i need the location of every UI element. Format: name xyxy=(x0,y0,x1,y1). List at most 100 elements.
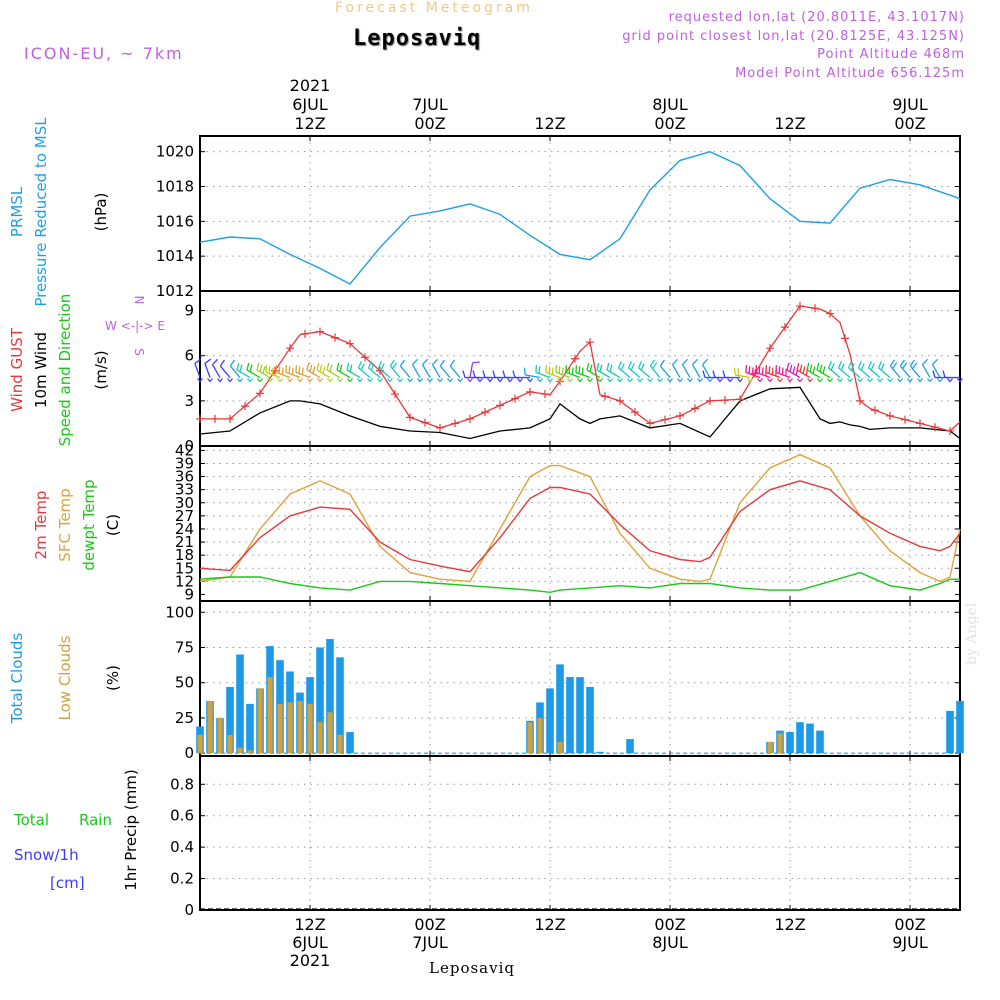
wind-barb-head xyxy=(697,378,703,383)
wind-barb-head xyxy=(477,378,483,383)
wind-barb-feather xyxy=(899,359,905,367)
wind-barb-head xyxy=(627,378,633,383)
wind-barb-feather xyxy=(796,362,800,371)
wind-barb xyxy=(256,362,273,383)
wind-barb xyxy=(411,358,423,383)
gust-marker xyxy=(691,404,699,413)
top-date-label: 7JUL xyxy=(412,95,448,114)
wind-barb-head xyxy=(447,378,453,383)
wind-barb-head xyxy=(687,378,693,383)
wind-barb-shaft xyxy=(326,369,341,379)
gust-marker xyxy=(496,401,504,410)
wind-barb-head xyxy=(607,378,613,383)
wind-barb-head xyxy=(527,378,533,383)
bottom-time-label: 00Z xyxy=(654,915,685,934)
wind-barb-shaft xyxy=(236,369,251,379)
wind-barb-head xyxy=(747,378,753,383)
wind-barb-feather xyxy=(586,362,590,371)
wind-barb-shaft xyxy=(889,365,901,378)
wind-barb-feather xyxy=(909,359,915,367)
wind-barb-head xyxy=(207,378,213,383)
wind-barb-feather xyxy=(339,364,343,372)
total-cloud-bar xyxy=(226,686,234,754)
wind-barb-head xyxy=(707,378,713,383)
wind-barb-shaft xyxy=(336,369,351,379)
wind-barb-feather xyxy=(392,362,398,370)
wind-barb-head xyxy=(467,378,473,383)
wind-barb xyxy=(555,365,573,383)
wind-barb-feather xyxy=(492,370,496,378)
wind-barb-feather xyxy=(827,360,833,369)
wind-barb-head xyxy=(737,378,743,383)
wind-barb-head xyxy=(347,378,353,383)
gust-marker xyxy=(541,390,549,399)
wind-barb-feather xyxy=(620,363,625,371)
gust-marker xyxy=(196,414,204,423)
chart-title: Forecast Meteogram xyxy=(335,0,533,16)
wind-barb-head xyxy=(537,378,543,383)
y-tick-label: 39 xyxy=(175,454,194,472)
wind-barb xyxy=(617,360,633,383)
wind-barb-feather xyxy=(649,359,655,367)
wind-barb-shaft xyxy=(765,371,781,379)
wind-barb-feather xyxy=(932,358,939,365)
gust-marker xyxy=(631,408,639,417)
wind-barb-feather xyxy=(288,366,291,374)
low-cloud-bar xyxy=(217,717,223,754)
wind-barb-feather xyxy=(659,359,665,367)
compass-south: S xyxy=(132,348,146,356)
wind-barb xyxy=(565,365,583,383)
wind-barb xyxy=(275,365,293,383)
y-tick-label: 0.8 xyxy=(170,775,194,793)
wind-barb-head xyxy=(837,378,843,383)
temp-label-sfc: SFC Temp xyxy=(56,488,74,561)
wind-barb xyxy=(857,360,873,383)
wind-barb xyxy=(545,365,563,383)
wind-barb-shaft xyxy=(449,365,461,378)
y-tick-label: 21 xyxy=(175,533,194,551)
y-tick-label: 12 xyxy=(175,572,194,590)
wind-barb xyxy=(827,360,843,383)
wind-barb-feather xyxy=(652,362,658,370)
wind-barb-shaft xyxy=(421,364,431,378)
wind-barb-shaft xyxy=(194,363,201,378)
wind-barb-feather xyxy=(792,366,796,374)
wind-barb-head xyxy=(727,378,733,383)
top-date-label: 9JUL xyxy=(892,95,928,114)
temp-sfc-line xyxy=(199,453,961,583)
wind-barb-shaft xyxy=(358,367,371,379)
wind-barb-head xyxy=(277,378,283,383)
place-title: Leposaviq xyxy=(353,26,482,51)
wind-barb-shaft xyxy=(649,365,661,378)
wind-barb-feather xyxy=(712,370,716,378)
precip-legend-cm: [cm] xyxy=(50,874,85,892)
gust-marker xyxy=(526,387,534,396)
wind-barb-shaft xyxy=(275,371,291,379)
low-cloud-bar xyxy=(537,717,543,754)
wind-barb-feather xyxy=(555,365,558,373)
wind-barb xyxy=(229,359,243,383)
y-tick-label: 1016 xyxy=(156,212,194,230)
wind-barb-feather xyxy=(748,366,751,374)
wind-barb xyxy=(702,370,723,383)
gust-marker xyxy=(706,396,714,405)
wind-barb-head xyxy=(407,378,413,383)
wind-barb xyxy=(877,360,893,383)
low-cloud-bar xyxy=(247,750,253,754)
wind-barb xyxy=(627,360,643,383)
pressure-unit: (hPa) xyxy=(92,193,110,232)
wind-barb xyxy=(932,370,953,383)
wind-barb-head xyxy=(657,378,663,383)
wind-barb-feather xyxy=(349,364,353,372)
wind-barb xyxy=(889,359,903,383)
wind-barb-feather xyxy=(751,367,754,375)
wind-barb-shaft xyxy=(211,364,221,378)
wind-barb xyxy=(867,360,883,383)
wind-barb-feather xyxy=(781,367,784,375)
wind-barb xyxy=(449,359,463,383)
wind-barb-head xyxy=(907,378,913,383)
low-cloud-bar xyxy=(767,741,773,754)
wind-barb-feather xyxy=(880,363,885,371)
wind-barb-head xyxy=(317,378,323,383)
wind-barb-feather xyxy=(768,366,771,374)
